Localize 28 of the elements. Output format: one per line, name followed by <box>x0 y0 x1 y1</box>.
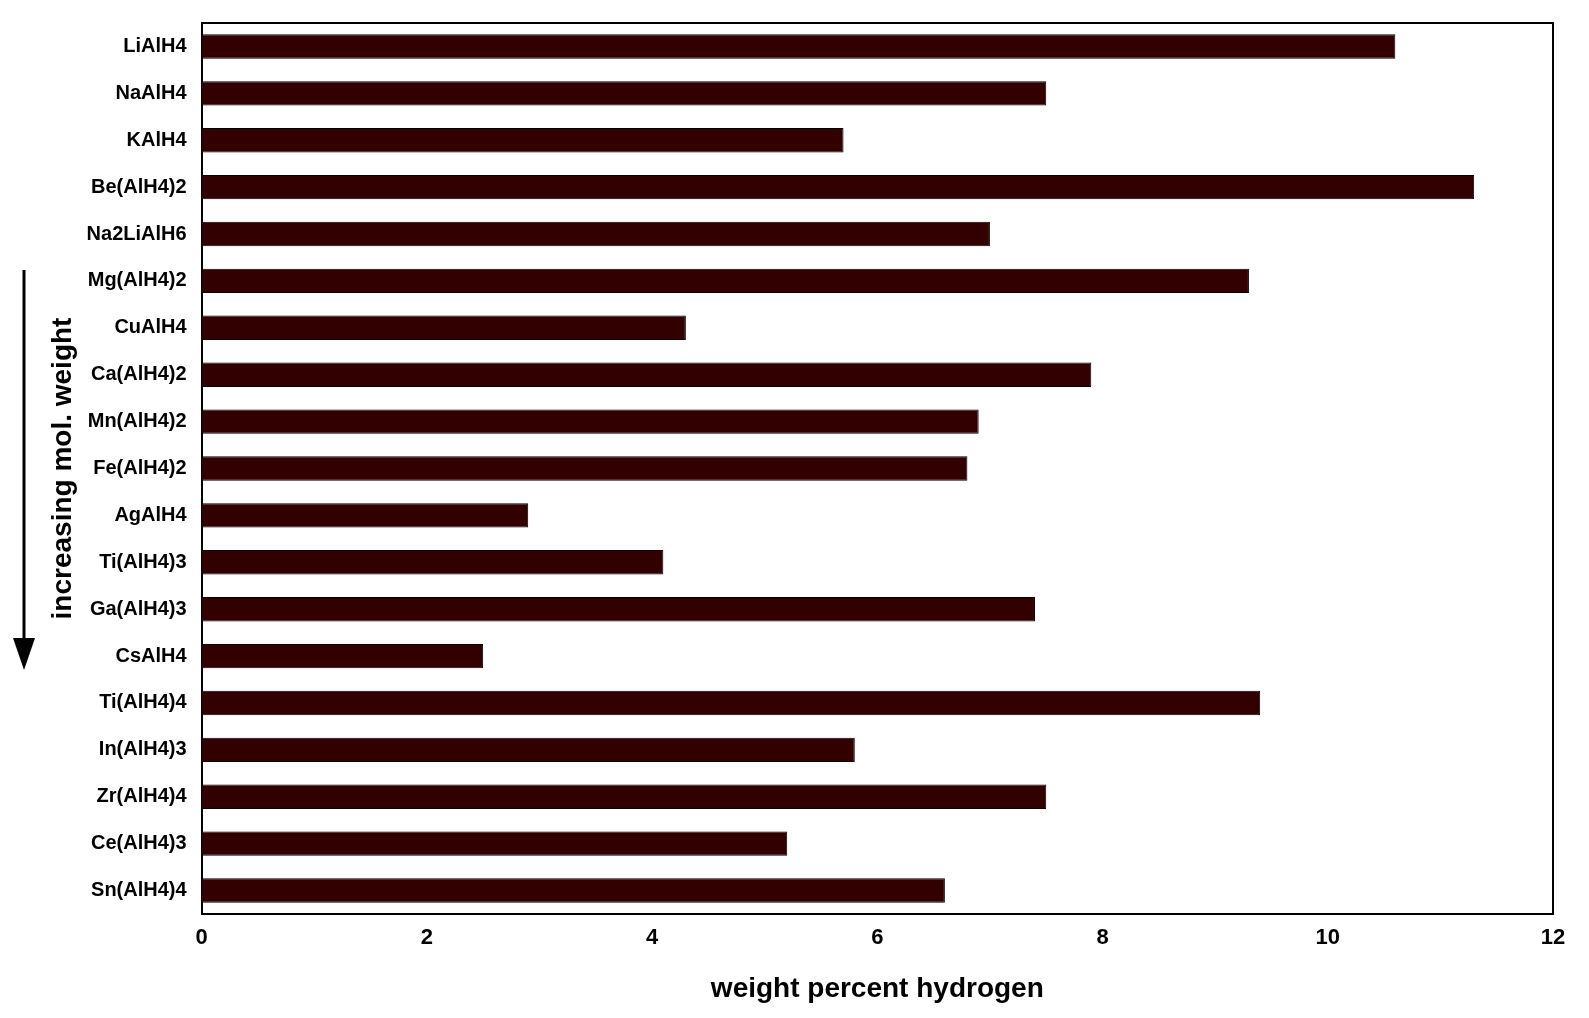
y-tick-label: CsAlH4 <box>115 643 188 666</box>
x-tick-label: 8 <box>1096 924 1109 950</box>
x-tick-label: 0 <box>195 924 208 950</box>
y-tick-label: Ce(AlH4)3 <box>91 831 187 854</box>
y-tick-label: Ca(AlH4)2 <box>91 362 187 385</box>
y-axis-title: increasing mol. weight <box>45 317 77 620</box>
y-tick-label: Sn(AlH4)4 <box>91 878 188 901</box>
y-tick-label: Ti(AlH4)3 <box>99 549 187 572</box>
x-tick-label: 4 <box>645 924 659 950</box>
y-tick-label: Be(AlH4)2 <box>91 174 187 197</box>
y-tick-label: KAlH4 <box>126 127 188 150</box>
y-tick-label: Ti(AlH4)4 <box>99 690 188 713</box>
y-tick-label: In(AlH4)3 <box>98 737 187 760</box>
y-tick-label: Fe(AlH4)2 <box>93 456 187 479</box>
y-tick-label: NaAlH4 <box>115 80 188 103</box>
y-tick-label: Zr(AlH4)4 <box>96 784 188 807</box>
x-axis-title: weight percent hydrogen <box>709 971 1044 1003</box>
x-tick-label: 10 <box>1315 924 1341 950</box>
x-tick-label: 12 <box>1540 924 1566 950</box>
y-tick-label: CuAlH4 <box>114 315 188 338</box>
y-tick-label: Ga(AlH4)3 <box>89 596 187 619</box>
y-tick-label: LiAlH4 <box>123 33 188 56</box>
y-tick-label: Mg(AlH4)2 <box>87 268 187 291</box>
x-tick-label: 2 <box>420 924 433 950</box>
y-tick-label: AgAlH4 <box>114 502 188 525</box>
y-tick-label: Mn(AlH4)2 <box>87 409 187 432</box>
x-tick-label: 6 <box>871 924 884 950</box>
y-tick-label: Na2LiAlH6 <box>86 221 187 244</box>
